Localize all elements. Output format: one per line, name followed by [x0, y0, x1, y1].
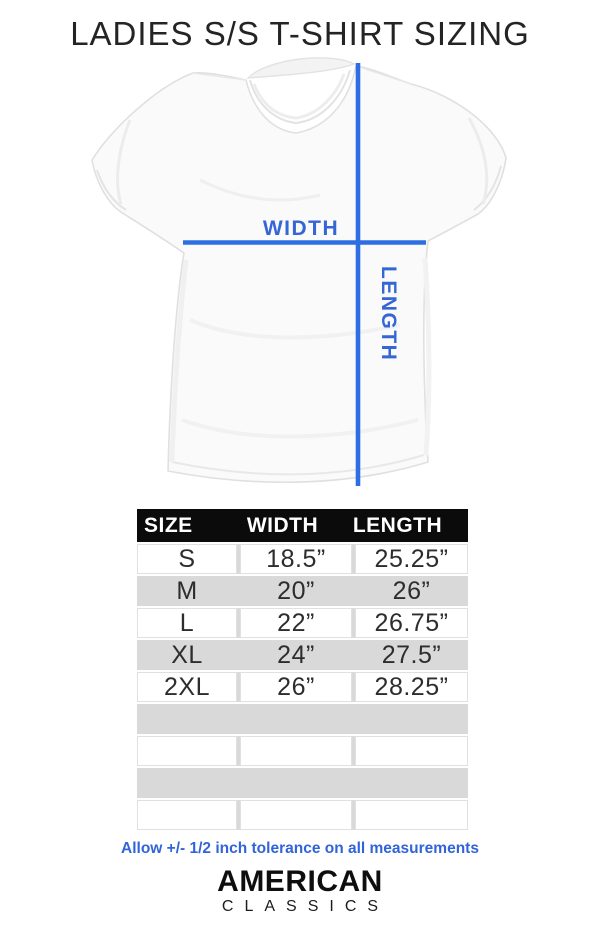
- table-row-2xl: 2XL 26” 28.25”: [137, 672, 468, 702]
- cell-width: 24”: [277, 641, 315, 669]
- header-length: LENGTH: [352, 513, 443, 537]
- cell-size: S: [137, 544, 237, 574]
- header-size: SIZE: [144, 513, 193, 537]
- cell-empty: [137, 736, 237, 766]
- cell-empty: [240, 704, 352, 734]
- cell-empty: [355, 736, 468, 766]
- cell-length: 26”: [392, 577, 431, 605]
- cell-length: 27.5”: [381, 641, 442, 669]
- cell-empty: [137, 768, 237, 798]
- table-row-empty: [137, 768, 468, 798]
- cell-size: 2XL: [137, 672, 237, 702]
- brand-name: AMERICAN: [217, 865, 383, 898]
- cell-size: M: [176, 577, 198, 605]
- brand-subname: CLASSICS: [221, 898, 390, 915]
- header-width: WIDTH: [246, 513, 319, 537]
- cell-empty: [240, 800, 352, 830]
- cell-width: 26”: [240, 672, 352, 702]
- cell-length: 26.75”: [355, 608, 468, 638]
- tshirt-measurement-diagram: WIDTH LENGTH: [91, 57, 507, 486]
- cell-empty: [355, 704, 468, 734]
- cell-empty: [137, 704, 237, 734]
- size-table-header: SIZE WIDTH LENGTH: [137, 509, 468, 542]
- cell-size: L: [137, 608, 237, 638]
- cell-width: 20”: [277, 577, 315, 605]
- cell-size: XL: [171, 641, 203, 669]
- table-row-xl: XL 24” 27.5”: [137, 640, 468, 670]
- brand-logo: AMERICAN CLASSICS: [0, 867, 600, 916]
- table-row-empty: [137, 704, 468, 734]
- width-label: WIDTH: [263, 217, 339, 240]
- cell-width: 22”: [240, 608, 352, 638]
- cell-empty: [355, 768, 468, 798]
- cell-empty: [240, 768, 352, 798]
- page-title: LADIES S/S T-SHIRT SIZING: [70, 15, 530, 52]
- table-row-empty: [137, 800, 468, 830]
- table-row-l: L 22” 26.75”: [137, 608, 468, 638]
- tshirt-illustration: [91, 57, 507, 483]
- cell-length: 28.25”: [355, 672, 468, 702]
- length-label: LENGTH: [377, 266, 400, 361]
- cell-length: 25.25”: [355, 544, 468, 574]
- cell-width: 18.5”: [240, 544, 352, 574]
- cell-empty: [137, 800, 237, 830]
- size-table: SIZE WIDTH LENGTH S 18.5” 25.25” M 20” 2…: [137, 509, 468, 832]
- tolerance-note: Allow +/- 1/2 inch tolerance on all meas…: [121, 840, 479, 857]
- table-row-s: S 18.5” 25.25”: [137, 544, 468, 574]
- table-row-empty: [137, 736, 468, 766]
- cell-empty: [355, 800, 468, 830]
- cell-empty: [240, 736, 352, 766]
- table-row-m: M 20” 26”: [137, 576, 468, 606]
